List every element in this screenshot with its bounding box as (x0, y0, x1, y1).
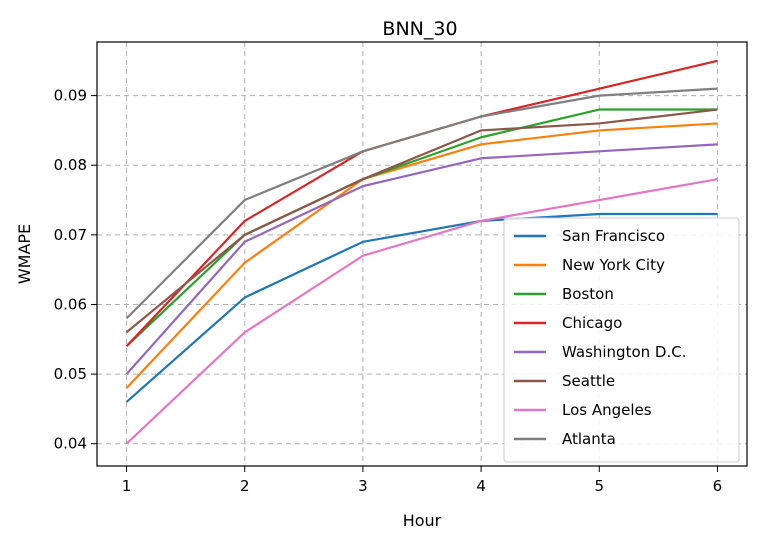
series-line (125, 178, 718, 445)
legend-label: Chicago (562, 314, 622, 332)
series-lines (125, 59, 718, 445)
legend-label: New York City (562, 256, 665, 274)
x-tick-label: 6 (713, 477, 723, 495)
y-tick-label: 0.08 (54, 156, 87, 174)
y-tick-label: 0.06 (54, 295, 87, 313)
series-line (125, 108, 718, 334)
legend-label: Seattle (562, 372, 615, 390)
legend-label: Atlanta (562, 430, 616, 448)
legend-label: Washington D.C. (562, 343, 686, 361)
y-tick-label: 0.09 (54, 87, 87, 105)
legend-box (503, 217, 740, 463)
y-axis-ticks: 0.04 0.05 0.06 0.07 0.08 0.09 (54, 87, 97, 453)
series-line (125, 143, 718, 375)
legend: San Francisco New York City Boston Chicago W… (503, 217, 740, 463)
series-line (125, 212, 718, 403)
legend-label: San Francisco (562, 227, 665, 245)
y-tick-label: 0.07 (54, 226, 87, 244)
series-line (125, 87, 718, 320)
x-axis-ticks: 1 2 3 4 5 6 (122, 466, 722, 495)
series-line (125, 122, 718, 389)
x-tick-label: 5 (594, 477, 604, 495)
x-tick-label: 4 (476, 477, 486, 495)
series-line (125, 108, 718, 348)
plot-frame (96, 41, 748, 467)
legend-label: Boston (562, 285, 614, 303)
y-tick-label: 0.05 (54, 365, 87, 383)
x-axis-label: Hour (403, 511, 442, 530)
legend-label: Los Angeles (562, 401, 652, 419)
chart-title: BNN_30 (382, 18, 457, 40)
y-tick-label: 0.04 (54, 435, 87, 453)
x-tick-label: 2 (240, 477, 250, 495)
x-tick-label: 3 (358, 477, 368, 495)
x-tick-label: 1 (122, 477, 132, 495)
y-axis-label: WMAPE (15, 224, 34, 284)
